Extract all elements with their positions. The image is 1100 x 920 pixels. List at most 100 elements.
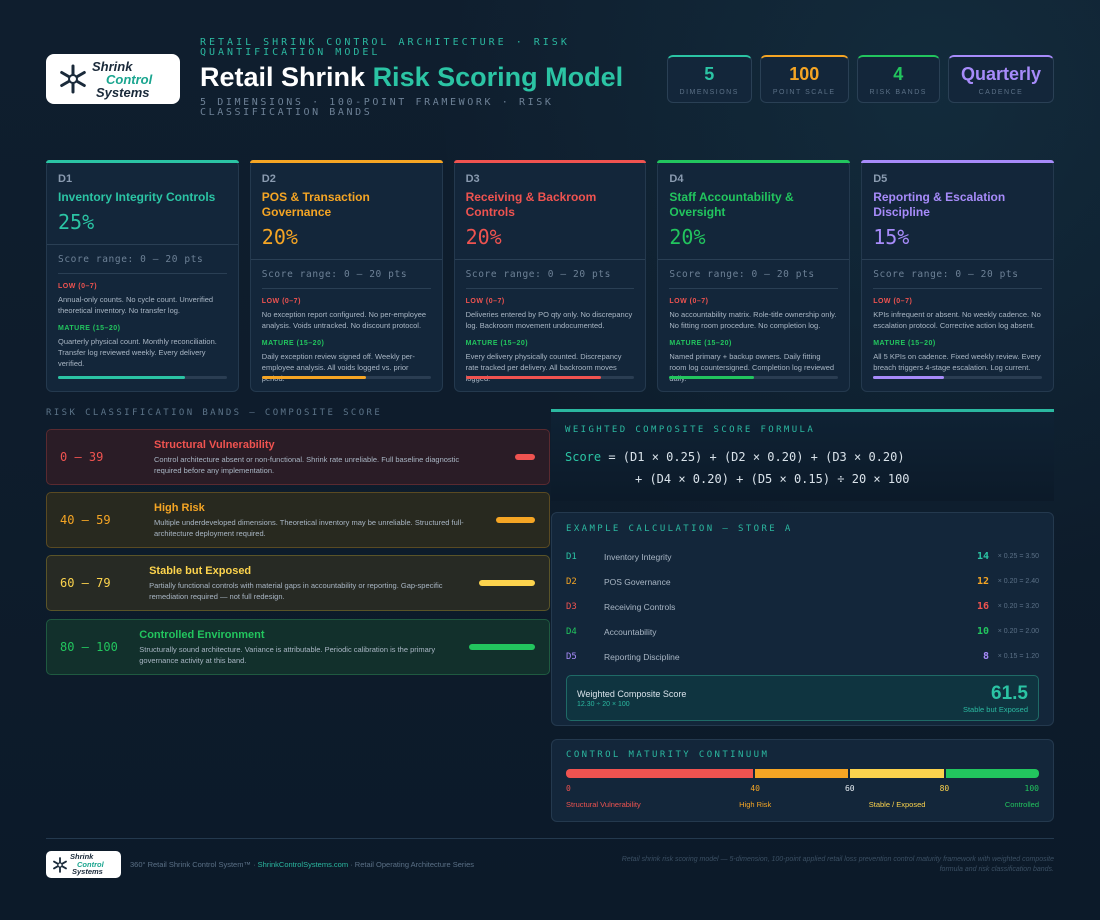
mature-level-label: MATURE (15–20)	[261, 340, 325, 347]
continuum-bar	[566, 769, 1040, 778]
continuum-heading: CONTROL MATURITY CONTINUUM	[566, 750, 770, 760]
band-name: High Risk	[154, 501, 205, 514]
mature-level-desc: Daily exception review signed off. Weekl…	[261, 352, 415, 383]
footer-tagline: 360° Retail Shrink Control System™	[130, 860, 251, 869]
dimension-code: D3	[465, 173, 480, 185]
row-score: 12	[976, 576, 989, 587]
formula-keyword: Score	[565, 450, 602, 464]
footer-text: 360° Retail Shrink Control System™ · Shr…	[130, 860, 475, 869]
row-name: Reporting Discipline	[604, 651, 680, 662]
stat-label: CADENCE	[978, 88, 1024, 96]
continuum-tick-label: 0	[566, 784, 571, 793]
continuum-band-name: High Risk	[739, 800, 772, 809]
row-code: D2	[566, 576, 577, 587]
mature-level-label: MATURE (15–20)	[58, 325, 121, 332]
row-weighted: × 0.20 = 3.20	[997, 603, 1039, 610]
dimension-code: D2	[261, 173, 276, 185]
snowflake-logo-icon	[60, 64, 86, 94]
band-name: Structural Vulnerability	[154, 438, 275, 451]
row-weighted: × 0.20 = 2.40	[997, 578, 1039, 585]
band-name: Controlled Environment	[139, 628, 265, 641]
risk-bands-heading: RISK CLASSIFICATION BANDS — COMPOSITE SC…	[46, 408, 383, 418]
logo-line-1: Shrink	[70, 852, 94, 862]
row-weighted: × 0.15 = 1.20	[997, 653, 1039, 660]
stat-label: DIMENSIONS	[679, 88, 739, 96]
row-name: POS Governance	[604, 576, 671, 587]
continuum-segment	[566, 769, 753, 778]
row-code: D5	[566, 651, 577, 662]
score-range: Score range: 0 – 20 pts	[873, 269, 1019, 280]
page-title: Retail Shrink Risk Scoring Model	[200, 62, 623, 93]
dimension-name: Receiving & Backroom Controls	[465, 190, 597, 219]
footer-note: Retail shrink risk scoring model — 5-dim…	[621, 856, 1054, 873]
composite-band: Stable but Exposed	[962, 704, 1028, 714]
mature-level-label: MATURE (15–20)	[669, 340, 732, 347]
maturity-bar	[873, 376, 1042, 379]
card-accent-bar	[46, 160, 239, 163]
dimension-card-d2: D2 POS & Transaction Governance 20% Scor…	[249, 160, 443, 392]
card-accent-bar	[861, 160, 1054, 163]
row-score: 14	[976, 551, 989, 562]
low-level-label: LOW (0–7)	[58, 283, 98, 290]
band-range: 60 — 79	[60, 576, 111, 590]
row-name: Receiving Controls	[604, 601, 676, 612]
dimension-card-d3: D3 Receiving & Backroom Controls 20% Sco…	[453, 160, 647, 392]
band-level-bar	[515, 454, 535, 460]
stat-value: Quarterly	[960, 63, 1041, 84]
dimension-weight: 20%	[669, 225, 706, 249]
footer-series: Retail Operating Architecture Series	[354, 860, 475, 869]
mature-level-label: MATURE (15–20)	[873, 340, 936, 347]
composite-formula-panel: WEIGHTED COMPOSITE SCORE FORMULA Score =…	[551, 409, 1054, 501]
card-accent-bar	[657, 160, 851, 163]
low-level-desc: Deliveries entered by PO qty only. No di…	[465, 310, 633, 330]
row-score: 16	[976, 601, 989, 612]
dimension-code: D1	[58, 173, 73, 185]
band-range: 0 — 39	[60, 450, 104, 464]
continuum-tick-label: 60	[844, 784, 855, 793]
mature-level-desc: Every delivery physically counted. Discr…	[465, 352, 622, 383]
low-level-desc: KPIs infrequent or absent. No weekly cad…	[873, 310, 1041, 330]
continuum-band-name: Controlled	[1004, 800, 1039, 809]
low-level-desc: No accountability matrix. Role-title own…	[669, 310, 837, 330]
composite-score-box: Weighted Composite Score 12.30 ÷ 20 × 10…	[566, 675, 1039, 721]
maturity-bar	[669, 376, 839, 379]
stat-value: 4	[893, 63, 904, 84]
title-plain: Retail Shrink	[200, 62, 366, 92]
dimension-weight: 25%	[58, 210, 95, 234]
score-range: Score range: 0 – 20 pts	[465, 269, 611, 280]
stat-dimensions: 5 DIMENSIONS	[666, 55, 752, 103]
mature-level-desc: Named primary + backup owners. Daily fit…	[669, 352, 835, 383]
continuum-tick-label: 40	[750, 784, 761, 793]
mature-level-desc: Quarterly physical count. Monthly reconc…	[58, 337, 217, 368]
low-level-desc: No exception report configured. No per-e…	[261, 310, 427, 330]
mature-level-desc: All 5 KPIs on cadence. Fixed weekly revi…	[873, 352, 1041, 372]
continuum-ticks: 0 40 60 80 100	[566, 784, 1039, 798]
example-row-d3: D3 Receiving Controls 16 × 0.20 = 3.20	[566, 594, 1039, 619]
row-name: Accountability	[604, 626, 657, 637]
row-weighted: × 0.25 = 3.50	[997, 553, 1039, 560]
dimension-name: Reporting & Escalation Discipline	[873, 190, 1006, 219]
formula-line-1: Score = (D1 × 0.25) + (D2 × 0.20) + (D3 …	[565, 450, 1040, 464]
dimension-weight: 20%	[261, 225, 298, 249]
dimension-name: Staff Accountability & Oversight	[669, 190, 794, 219]
dimension-card-d1: D1 Inventory Integrity Controls 25% Scor…	[46, 160, 239, 392]
stat-value: 5	[704, 63, 715, 84]
logo-line-2: Control	[106, 71, 153, 87]
composite-value: 61.5	[991, 682, 1028, 704]
dimension-card-d5: D5 Reporting & Escalation Discipline 15%…	[861, 160, 1054, 392]
stat-cadence: Quarterly CADENCE	[947, 55, 1054, 103]
band-level-bar	[496, 517, 535, 523]
dimension-name: POS & Transaction Governance	[261, 190, 370, 219]
maturity-bar-fill	[873, 376, 945, 379]
risk-band-stable-but-exposed: 60 — 79 Stable but Exposed Partially fun…	[46, 555, 550, 611]
risk-band-controlled-environment: 80 — 100 Controlled Environment Structur…	[46, 619, 550, 675]
maturity-continuum-panel: CONTROL MATURITY CONTINUUM 0 40 60 80 100 St…	[551, 739, 1054, 822]
footer-website-link[interactable]: ShrinkControlSystems.com	[257, 860, 349, 869]
brand-logo: Shrink Control Systems	[46, 54, 180, 104]
title-accent: Risk Scoring Model	[372, 62, 624, 92]
row-score: 10	[976, 626, 989, 637]
dimension-code: D4	[669, 173, 684, 185]
band-range: 80 — 100	[60, 640, 118, 654]
maturity-bar-fill	[58, 376, 185, 379]
example-calculation-panel: EXAMPLE CALCULATION — STORE A D1 Invento…	[551, 512, 1054, 726]
